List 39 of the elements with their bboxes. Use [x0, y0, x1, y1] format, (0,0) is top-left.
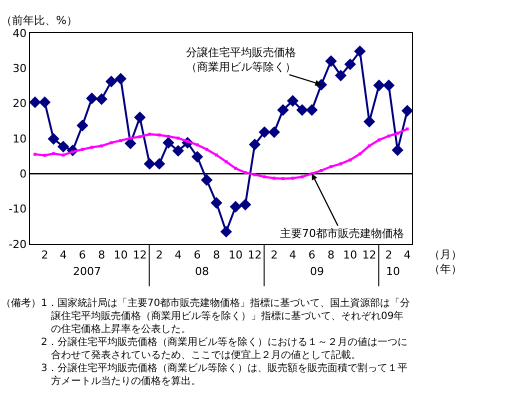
x-tick-label: 6 [78, 248, 86, 262]
text: 譲住宅平均販売価格（商業用ビル等を除く）」指標に基づいて、それぞれ09年の住宅価格上昇率を公表した。 [51, 311, 404, 335]
text: 主要70都市販売建物価格 [280, 227, 404, 240]
x-tick-label: 10 [228, 248, 243, 262]
y-tick-label: 20 [12, 97, 27, 110]
text: 08 [195, 265, 209, 278]
x-tick-label: 12 [248, 248, 262, 262]
x-tick-label: 6 [194, 248, 201, 262]
series-label: 分譲住宅平均販売価格（商業用ビル等除く） [186, 46, 296, 74]
x-tick-label: 10 [114, 248, 128, 262]
text: 10 [386, 265, 400, 278]
y-tick-label: -20 [8, 238, 27, 251]
x-tick-label: 4 [404, 248, 411, 262]
text: （備考）1．国家統計局は「主要70都市販売建物価格」指標に基づいて、国土資源部は「分 [1, 298, 410, 309]
x-tick-label: 2 [156, 248, 163, 262]
y-tick-label: 10 [12, 132, 27, 146]
x-tick-label: 8 [328, 248, 335, 262]
text: 2007 [73, 265, 101, 278]
y-tick-label: 0 [20, 168, 27, 181]
text: 09 [310, 265, 324, 278]
y-tick-label: -10 [8, 202, 27, 216]
x-tick-label: 8 [98, 248, 106, 262]
y-axis-title: （前年比、%） [1, 14, 78, 27]
y-tick-label: 40 [12, 26, 27, 40]
text: 2．分譲住宅平均販売価格（商業用ビル等を除く）における１～２月の値は一つに合わせて発表されているため、ここでは便宜上２月の値として記載。 [1, 336, 408, 361]
x-tick-label: 2 [385, 248, 392, 262]
x-tick-label: 6 [308, 248, 316, 262]
x-tick-label: 4 [174, 248, 182, 262]
text: 3．分譲住宅平均販売価格（商業ビル等除く）は、販売額を販売面積で割って１平方メートル当たりの価格を算出。 [1, 362, 408, 387]
x-tick-label: 12 [132, 248, 147, 262]
x-tick-label: 12 [362, 248, 376, 262]
x-tick-label: 10 [343, 248, 358, 262]
x-tick-label: 4 [60, 248, 67, 262]
x-tick-label: 8 [212, 248, 220, 262]
y-tick-label: 30 [12, 62, 27, 76]
x-tick-label: 4 [289, 248, 296, 262]
x-tick-label: 2 [270, 248, 278, 262]
x-axis-title: （月）（年） [429, 248, 462, 276]
x-tick-label: 2 [41, 248, 48, 262]
